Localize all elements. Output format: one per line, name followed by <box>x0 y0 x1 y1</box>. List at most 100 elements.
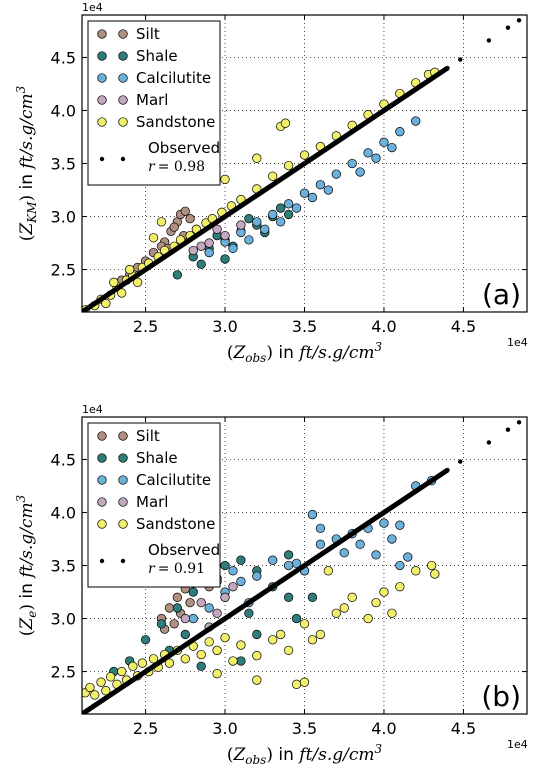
shale-point <box>276 203 286 213</box>
observed-point <box>516 18 522 23</box>
observed-point <box>127 277 132 283</box>
observed-point <box>270 182 275 187</box>
calcilutite-point <box>204 247 214 258</box>
sandstone-point <box>109 277 119 287</box>
marl-point <box>228 582 238 592</box>
sandstone-point <box>276 629 286 640</box>
x-tick-label: 3.0 <box>212 719 237 738</box>
sandstone-point <box>291 679 302 689</box>
calcilutite-point <box>315 180 326 190</box>
sandstone-point <box>315 629 326 640</box>
observed-point <box>381 510 387 515</box>
shale-point <box>196 259 206 269</box>
axis-label-mid: in <box>273 343 299 363</box>
axis-label-sub: obs <box>245 351 266 365</box>
observed-point <box>486 440 492 445</box>
sandstone-point <box>137 658 148 668</box>
sandstone-point <box>426 560 437 571</box>
y-tick-label: 2.5 <box>51 261 76 280</box>
legend-box <box>87 20 221 186</box>
y-axis-label: (ZKM) in ft/s.g/cm3 <box>14 85 39 241</box>
silt-point <box>169 222 179 232</box>
marl-point <box>220 230 230 241</box>
sandstone-point <box>180 654 190 664</box>
axis-label-sup: 3 <box>375 340 383 354</box>
legend-marker-marl <box>97 95 107 105</box>
sandstone-point <box>85 682 95 693</box>
axis-label-unit: ft/s.g/cm <box>17 93 37 170</box>
calcilutite-point <box>188 613 198 624</box>
x-exponent-label: 1e4 <box>507 738 528 751</box>
calcilutite-point <box>260 224 270 234</box>
legend-label-observed: Observed <box>148 139 220 157</box>
sandstone-point <box>228 656 238 666</box>
observed-point <box>238 203 244 209</box>
calcilutite-point <box>204 603 214 613</box>
calcilutite-point <box>411 116 421 126</box>
legend-label-marl: Marl <box>136 493 168 511</box>
calcilutite-point <box>307 509 318 520</box>
legend-correlation: r = 0.91 <box>148 561 205 577</box>
legend-label-sandstone: Sandstone <box>136 515 215 533</box>
calcilutite-point <box>371 153 381 163</box>
calcilutite-point <box>307 192 318 203</box>
observed-point <box>381 108 387 113</box>
sandstone-point <box>252 153 262 163</box>
sandstone-point <box>148 654 159 664</box>
legend-label-calcilutite: Calcilutite <box>136 471 211 489</box>
legend-marker-observed <box>99 558 105 564</box>
sandstone-point <box>430 569 440 579</box>
calcilutite-point <box>363 148 373 158</box>
sandstone-point <box>379 587 389 597</box>
calcilutite-point <box>299 188 310 198</box>
calcilutite-point <box>315 539 326 549</box>
axis-label-close: ) <box>266 343 273 363</box>
axis-label-unit: ft/s.g/cm <box>297 343 374 363</box>
calcilutite-point <box>315 523 326 534</box>
calcilutite-point <box>268 555 278 565</box>
axis-label-open: ( <box>227 343 234 363</box>
y-exponent-label: 1e4 <box>82 1 103 14</box>
legend-marker-sandstone <box>118 519 128 529</box>
axis-label-mid: in <box>17 169 37 195</box>
legend-marker-marl <box>118 95 128 105</box>
legend-marker-silt <box>118 431 128 441</box>
sandstone-point <box>164 658 175 668</box>
calcilutite-point <box>331 169 341 179</box>
legend-label-calcilutite: Calcilutite <box>136 69 211 87</box>
observed-line <box>82 65 449 312</box>
axis-label-sup: 3 <box>14 85 28 93</box>
calcilutite-point <box>228 566 238 576</box>
observed-point <box>95 701 101 706</box>
sandstone-point <box>96 677 106 687</box>
axis-label-symbol: Z <box>17 617 37 631</box>
y-exponent-label: 1e4 <box>82 403 103 416</box>
x-tick-label: 2.5 <box>133 317 158 336</box>
observed-point <box>429 478 434 483</box>
axis-label-close: ) <box>17 195 37 202</box>
observed-point <box>516 420 522 425</box>
sandstone-point <box>128 661 138 671</box>
plot-frame <box>81 416 528 715</box>
legend-marker-calcilutite <box>97 475 107 485</box>
calcilutite-point <box>355 167 365 177</box>
legend-marker-shale <box>118 51 128 61</box>
observed-point <box>334 542 339 547</box>
x-tick-label: 3.5 <box>292 317 317 336</box>
shale-point <box>220 254 230 264</box>
marl-point <box>196 597 206 608</box>
calcilutite-point <box>252 571 262 581</box>
observed-point <box>206 626 212 632</box>
observed-point <box>159 658 164 664</box>
calcilutite-point <box>395 127 405 137</box>
marl-point <box>212 224 222 234</box>
y-axis-label-group: (ZKM) in ft/s.g/cm3 <box>14 85 39 241</box>
legend-correlation: r = 0.98 <box>148 159 205 175</box>
panel-label: (a) <box>482 278 521 311</box>
observed-point <box>238 605 244 611</box>
axis-label-open: ( <box>17 630 37 637</box>
sandstone-point <box>280 118 291 128</box>
observed-point <box>302 161 307 166</box>
calcilutite-point <box>339 548 349 558</box>
